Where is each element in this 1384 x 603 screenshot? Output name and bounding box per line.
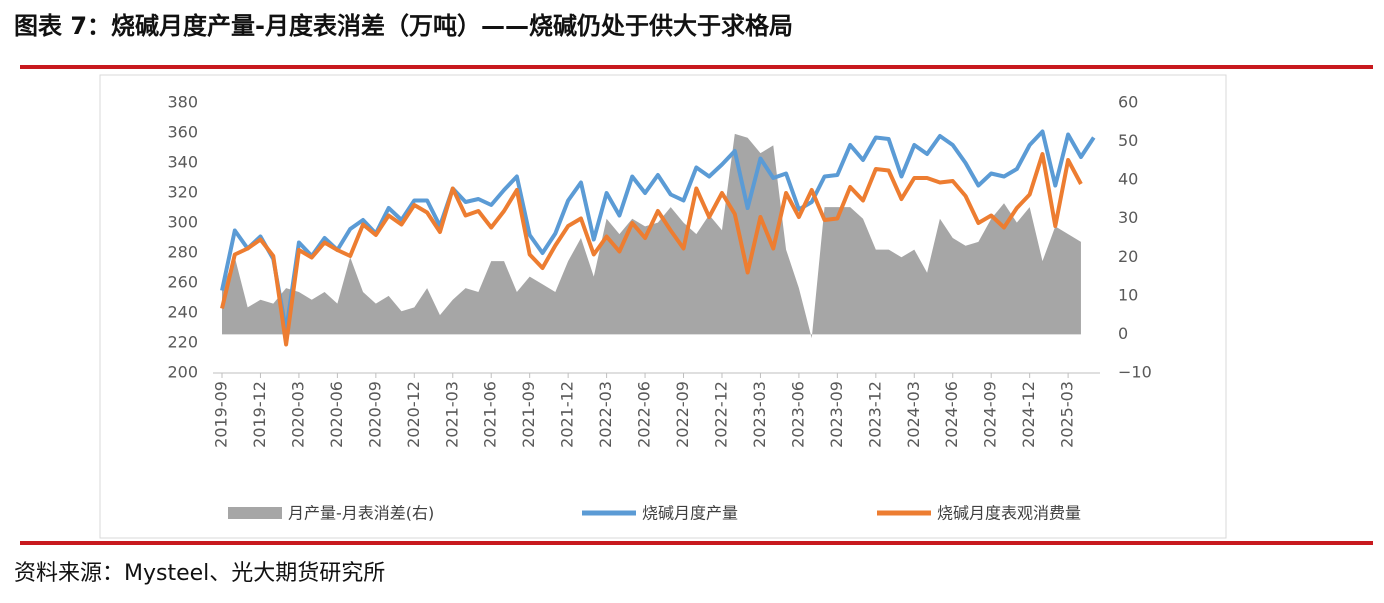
y-tick-label: 320	[167, 183, 198, 202]
x-tick-label: 2021-12	[558, 381, 577, 448]
x-tick-label: 2019-12	[250, 381, 269, 448]
y2-tick-label: 10	[1118, 285, 1138, 304]
y-tick-label: 340	[167, 153, 198, 172]
x-tick-label: 2019-09	[212, 381, 231, 448]
legend-swatch	[228, 507, 282, 519]
y-tick-label: 260	[167, 273, 198, 292]
legend-label: 月产量-月表消差(右)	[288, 504, 434, 523]
line	[220, 152, 1083, 347]
y-tick-label: 200	[167, 363, 198, 382]
x-tick-label: 2024-09	[981, 381, 1000, 448]
chart-frame	[99, 74, 1227, 539]
y2-tick-label: 50	[1118, 131, 1138, 150]
x-tick-label: 2024-03	[904, 381, 923, 448]
y2-tick-label: 60	[1118, 93, 1138, 112]
header-rule	[20, 65, 1373, 69]
x-tick-label: 2021-09	[519, 381, 538, 448]
y-tick-label: 280	[167, 243, 198, 262]
y2-tick-label: 20	[1118, 247, 1138, 266]
y-tick-label: 300	[167, 213, 198, 232]
x-tick-label: 2022-12	[711, 381, 730, 448]
x-tick-label: 2022-09	[673, 381, 692, 448]
x-tick-label: 2024-06	[942, 381, 961, 448]
x-tick-label: 2023-09	[827, 381, 846, 448]
chart-title: 图表 7：烧碱月度产量-月度表消差（万吨）——烧碱仍处于供大于求格局	[14, 12, 793, 40]
y-tick-label: 220	[167, 333, 198, 352]
legend-label: 烧碱月度产量	[642, 504, 738, 523]
x-tick-label: 2024-12	[1019, 381, 1038, 448]
x-tick-label: 2020-06	[327, 381, 346, 448]
x-tick-label: 2020-09	[365, 381, 384, 448]
y-tick-label: 240	[167, 303, 198, 322]
x-tick-label: 2022-06	[635, 381, 654, 448]
y-tick-label: 380	[167, 93, 198, 112]
y2-tick-label: 40	[1118, 170, 1138, 189]
y2-tick-label: −10	[1118, 363, 1152, 382]
x-tick-label: 2023-06	[788, 381, 807, 448]
line	[220, 129, 1096, 333]
legend-label: 烧碱月度表观消费量	[937, 504, 1081, 523]
y-tick-label: 360	[167, 123, 198, 142]
footer-rule	[20, 541, 1373, 545]
y2-tick-label: 0	[1118, 324, 1128, 343]
x-tick-label: 2023-03	[750, 381, 769, 448]
x-tick-label: 2022-03	[596, 381, 615, 448]
x-tick-label: 2025-03	[1058, 381, 1077, 448]
source-note: 资料来源：Mysteel、光大期货研究所	[14, 561, 385, 586]
x-tick-label: 2020-12	[404, 381, 423, 448]
x-tick-label: 2021-06	[481, 381, 500, 448]
area	[222, 133, 1081, 339]
x-tick-label: 2021-03	[442, 381, 461, 448]
x-tick-label: 2020-03	[288, 381, 307, 448]
y2-tick-label: 30	[1118, 208, 1138, 227]
x-tick-label: 2023-12	[865, 381, 884, 448]
